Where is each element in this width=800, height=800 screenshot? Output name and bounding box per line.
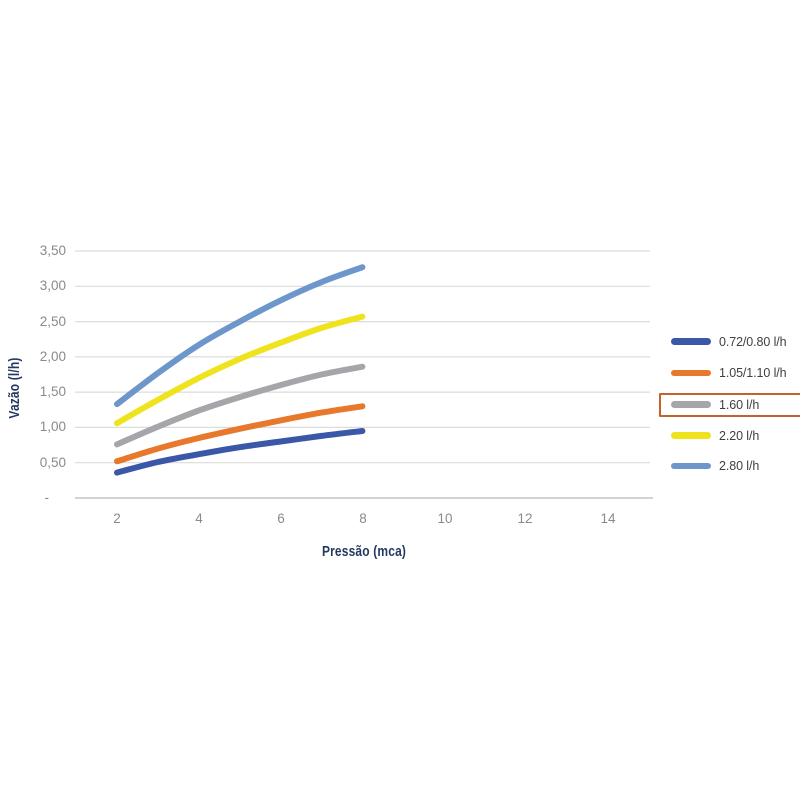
series-line-3: [114, 313, 366, 427]
x-tick-label: 14: [600, 511, 616, 526]
x-tick-label: 8: [359, 511, 367, 526]
legend-swatch-line-icon: [671, 462, 711, 470]
legend-item-2.80: 2.80 l/h: [659, 454, 800, 478]
y-tick-label-zero: -: [44, 490, 50, 505]
legend-swatch-line-icon: [671, 369, 711, 377]
y-tick-label: 1,00: [39, 419, 66, 434]
y-tick-label: 2,00: [39, 349, 66, 364]
legend-swatch-line-icon: [671, 401, 711, 408]
series-line-1: [114, 403, 366, 465]
legend-item-label: 1.05/1.10 l/h: [719, 366, 787, 380]
legend-swatch-line-icon: [671, 338, 711, 345]
x-axis-title: Pressão (mca): [321, 543, 407, 560]
legend-item-label: 1.60 l/h: [719, 397, 760, 412]
y-tick-label: 0,50: [39, 455, 66, 470]
legend-item-0.72-0.80: 0.72/0.80 l/h: [659, 330, 800, 354]
x-tick-label: 4: [195, 511, 203, 526]
legend-item-2.20: 2.20 l/h: [659, 424, 800, 448]
legend-item-1.05-1.10: 1.05/1.10 l/h: [659, 361, 800, 385]
y-tick-label: 2,50: [39, 314, 66, 329]
series-line-4: [114, 264, 366, 408]
y-axis-title: Vazão (l/h): [6, 357, 23, 419]
x-tick-label: 12: [517, 511, 533, 526]
x-tick-label: 6: [277, 511, 285, 526]
y-tick-label: 3,50: [39, 243, 66, 258]
series-line-2: [114, 363, 366, 448]
legend-item-label: 2.20 l/h: [719, 428, 760, 443]
y-tick-label: 3,00: [39, 278, 66, 293]
x-tick-label: 10: [437, 511, 453, 526]
x-tick-label: 2: [113, 511, 121, 526]
legend-swatch-line-icon: [671, 432, 711, 439]
y-tick-label: 1,50: [39, 384, 66, 399]
legend-item-1.60-highlighted: 1.60 l/h: [659, 392, 800, 417]
legend-item-label: 0.72/0.80 l/h: [719, 334, 787, 349]
series-line-0: [114, 428, 366, 476]
legend-item-label: 2.80 l/h: [719, 459, 760, 473]
